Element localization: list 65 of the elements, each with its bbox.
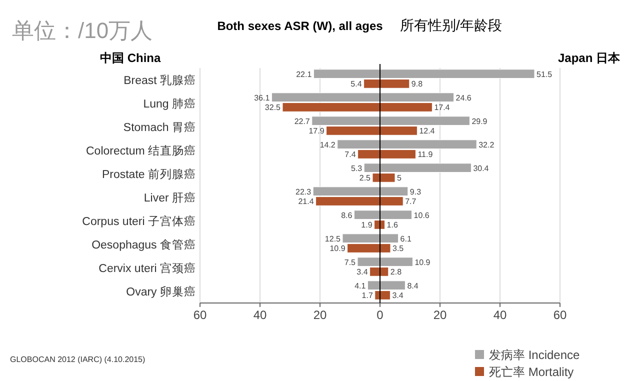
data-label: 9.8 — [411, 80, 424, 89]
data-label: 1.6 — [386, 220, 398, 230]
x-tick-label: 40 — [253, 308, 267, 322]
data-label: 29.9 — [472, 116, 488, 126]
y-tick-label: Colorectum 结直肠癌 — [86, 143, 196, 158]
x-tick-label: 0 — [376, 308, 384, 322]
data-label: 9.3 — [410, 187, 422, 196]
y-tick-label: Cervix uteri 宫颈癌 — [98, 260, 196, 275]
text: Japan 日本 — [558, 51, 621, 65]
y-tick-label: Stomach 胃癌 — [123, 120, 196, 134]
data-label: 51.5 — [536, 70, 553, 79]
data-label: 5 — [397, 174, 402, 183]
chart-title: 中国 China — [100, 51, 161, 65]
data-label: 22.3 — [296, 187, 312, 196]
x-tick-label: 40 — [493, 308, 507, 322]
data-label: 11.9 — [418, 150, 434, 160]
y-tick-label: Oesophagus 食管癌 — [92, 237, 196, 252]
y-tick-label: Prostate 前列腺癌 — [102, 166, 196, 181]
data-label: 24.6 — [456, 93, 472, 102]
data-label: 5.4 — [350, 80, 362, 89]
data-label: 3.4 — [392, 291, 404, 300]
data-label: 5.3 — [350, 164, 363, 173]
data-label: 22.7 — [294, 116, 310, 126]
data-label: 17.9 — [308, 126, 325, 136]
data-label: 3.5 — [392, 244, 404, 254]
data-label: 6.1 — [400, 234, 412, 244]
data-label: 30.4 — [473, 164, 490, 173]
data-label: 32.2 — [478, 140, 495, 150]
data-label: 4.1 — [354, 281, 366, 290]
data-label: 32.5 — [264, 103, 282, 112]
data-label: 8.6 — [341, 210, 353, 220]
data-label: 14.2 — [320, 140, 336, 150]
data-label: 17.4 — [434, 103, 450, 112]
x-tick-label: 20 — [313, 308, 327, 322]
x-tick-label: 60 — [553, 308, 567, 322]
data-label: 10.9 — [330, 244, 346, 254]
data-label: 36.1 — [254, 93, 270, 102]
x-tick-label: 60 — [193, 308, 207, 322]
y-tick-label: Breast 乳腺癌 — [124, 72, 196, 87]
y-tick-label: Corpus uteri 子宫体癌 — [82, 214, 196, 228]
data-label: 3.4 — [356, 268, 368, 277]
y-tick-label: Liver 肝癌 — [144, 190, 196, 204]
y-tick-label: Ovary 卵巢癌 — [126, 284, 196, 298]
data-label: 8.4 — [407, 281, 419, 290]
data-label: 2.8 — [390, 268, 402, 277]
data-label: 10.9 — [414, 258, 431, 267]
data-label: 21.4 — [298, 197, 314, 206]
data-label: 10.6 — [414, 210, 430, 220]
text: 单位：/10万人 — [12, 18, 153, 43]
data-label: 7.4 — [344, 150, 356, 160]
data-label: 7.5 — [344, 258, 356, 267]
text: GLOBOCAN 2012 (IARC) (4.10.2015) — [10, 355, 146, 364]
text: Both sexes ASR (W), all ages — [217, 19, 384, 33]
y-tick-label: Lung 肺癌 — [143, 96, 196, 110]
data-label: 2.5 — [359, 174, 372, 183]
data-label: 1.9 — [361, 220, 373, 230]
x-tick-label: 20 — [433, 308, 447, 322]
data-label: 7.7 — [405, 197, 417, 206]
data-label: 1.7 — [362, 291, 374, 300]
data-label: 22.1 — [296, 70, 312, 79]
text: 所有性别/年龄段 — [400, 17, 502, 33]
data-label: 12.4 — [419, 126, 436, 136]
legend-label: 发病率 Incidence — [489, 348, 580, 362]
legend-label: 死亡率 Mortality — [489, 365, 574, 379]
data-label: 12.5 — [324, 234, 342, 244]
